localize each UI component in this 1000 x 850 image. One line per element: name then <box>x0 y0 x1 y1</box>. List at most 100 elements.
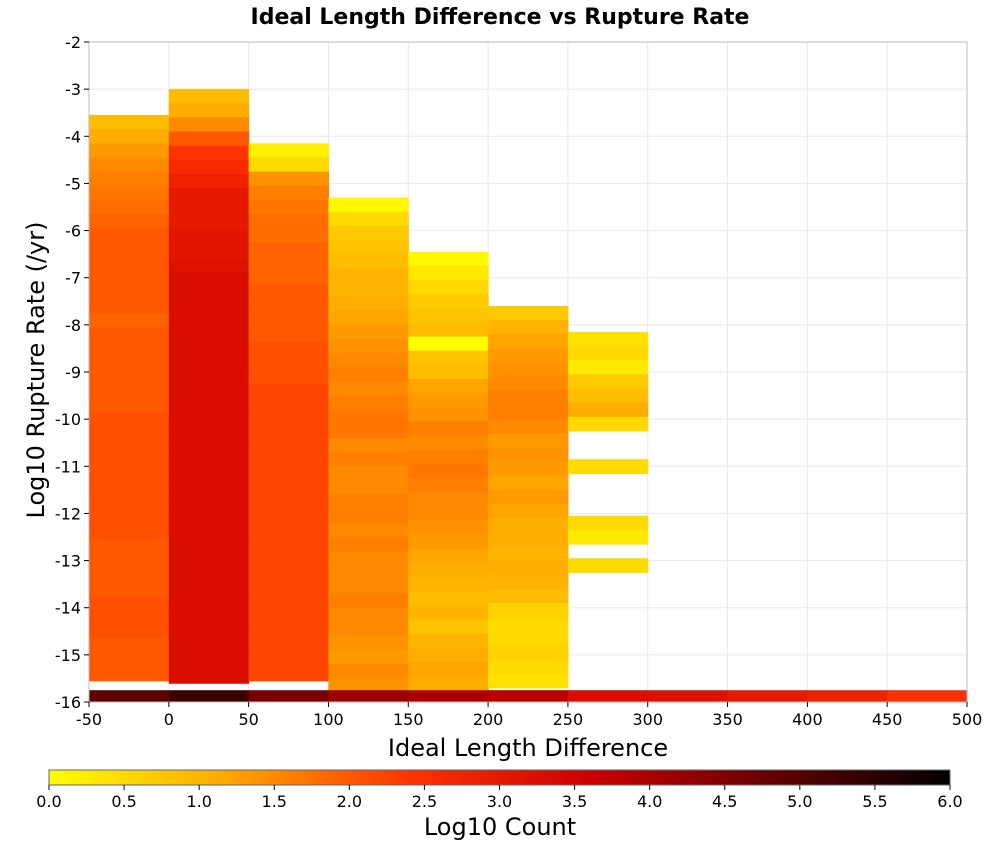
heatmap-cell <box>168 654 250 670</box>
x-tick-label: 350 <box>712 710 743 729</box>
heatmap-cell <box>328 254 409 269</box>
heatmap-cell <box>408 591 489 606</box>
heatmap-cell <box>89 157 170 173</box>
y-tick-label: -10 <box>55 410 81 429</box>
heatmap-cell <box>408 350 489 366</box>
heatmap-cell <box>168 258 250 274</box>
x-tick-label: 0 <box>164 710 174 729</box>
heatmap-cell <box>248 270 330 286</box>
heatmap-cell <box>408 548 489 564</box>
heatmap-cell <box>328 452 409 467</box>
heatmap-cell <box>248 440 330 456</box>
heatmap-cell <box>89 482 170 498</box>
heatmap-cell <box>168 287 250 302</box>
heatmap-cell <box>328 636 409 651</box>
heatmap-cell <box>328 480 409 496</box>
heatmap-cell <box>89 369 170 385</box>
heatmap-cell <box>328 494 409 510</box>
heatmap-cell <box>248 539 330 555</box>
heatmap-cell <box>168 414 250 430</box>
heatmap-cell <box>89 595 170 611</box>
heatmap-cell <box>488 617 569 632</box>
heatmap-cell <box>89 327 170 342</box>
x-axis-label: Ideal Length Difference <box>388 734 668 762</box>
heatmap-cell <box>408 676 489 691</box>
heatmap-cell <box>168 301 250 317</box>
colorbar-tick-label: 2.0 <box>337 792 362 811</box>
x-tick-label: 200 <box>473 710 504 729</box>
heatmap-cell <box>328 395 409 411</box>
heatmap-cell <box>408 294 489 309</box>
heatmap-cell <box>248 652 330 668</box>
heatmap-cell <box>89 610 170 625</box>
heatmap-cell <box>488 645 569 661</box>
heatmap-cell <box>328 565 409 581</box>
heatmap-cell <box>488 405 569 420</box>
heatmap-cell <box>89 313 170 328</box>
heatmap-cell <box>328 664 409 680</box>
heatmap-cell-bottom-row <box>168 690 250 702</box>
heatmap-cell <box>408 421 489 437</box>
y-tick-label: -7 <box>65 269 81 288</box>
heatmap-cell <box>408 633 489 649</box>
heatmap-cell <box>248 199 330 215</box>
heatmap-cell <box>408 463 489 479</box>
heatmap-cell <box>89 199 170 215</box>
heatmap-cell <box>488 518 569 533</box>
heatmap-cell <box>488 390 569 406</box>
heatmap-cell <box>567 558 649 573</box>
heatmap-cell <box>488 376 569 392</box>
heatmap-cell-bottom-row <box>807 690 888 702</box>
heatmap-cell <box>248 228 330 243</box>
heatmap-cell <box>89 115 170 130</box>
heatmap-cell <box>168 174 250 189</box>
heatmap-cell <box>408 520 489 536</box>
heatmap-cell <box>408 449 489 465</box>
colorbar-tick-label: 4.0 <box>637 792 662 811</box>
heatmap-cell <box>168 244 250 260</box>
x-tick-label: 250 <box>553 710 584 729</box>
heatmap-cell <box>328 197 409 213</box>
heatmap-cell <box>488 306 569 321</box>
heatmap-cell <box>328 423 409 439</box>
heatmap-cell <box>328 508 409 524</box>
heatmap-cell <box>488 603 569 618</box>
x-tick-label: 400 <box>792 710 823 729</box>
heatmap-cell <box>488 532 569 548</box>
heatmap-cell <box>248 496 330 512</box>
heatmap-cell <box>488 546 569 562</box>
heatmap-cell <box>408 478 489 493</box>
heatmap-cell <box>168 598 250 614</box>
heatmap-cell <box>168 499 250 515</box>
heatmap-cell <box>488 334 569 350</box>
heatmap-cell <box>168 357 250 373</box>
heatmap-cell <box>89 270 170 286</box>
heatmap-cell <box>408 534 489 550</box>
heatmap-cell-bottom-row <box>248 690 330 702</box>
heatmap-cell <box>408 393 489 408</box>
heatmap-cell <box>248 284 330 300</box>
heatmap-cell <box>248 355 330 371</box>
heatmap-cell <box>168 456 250 472</box>
heatmap-cell <box>168 527 250 543</box>
heatmap-cell <box>168 513 250 529</box>
heatmap-cell <box>408 492 489 507</box>
heatmap-cell <box>168 428 250 444</box>
colorbar-tick-label: 1.0 <box>186 792 211 811</box>
heatmap-cell <box>328 211 409 227</box>
heatmap-cell <box>168 202 250 218</box>
heatmap-cell <box>328 593 409 609</box>
heatmap-cell <box>488 461 569 477</box>
heatmap-cell <box>89 624 170 639</box>
heatmap-cell <box>328 537 409 552</box>
heatmap-cell <box>328 353 409 368</box>
heatmap-cell <box>328 324 409 340</box>
heatmap-cell <box>328 522 409 538</box>
heatmap-cell <box>488 362 569 378</box>
heatmap-cell <box>408 336 489 352</box>
heatmap-cell <box>328 621 409 637</box>
y-axis-label: Log10 Rupture Rate (/yr) <box>22 222 50 519</box>
heatmap-cell <box>168 541 250 557</box>
heatmap-cell <box>89 652 170 668</box>
heatmap-cell <box>248 313 330 328</box>
